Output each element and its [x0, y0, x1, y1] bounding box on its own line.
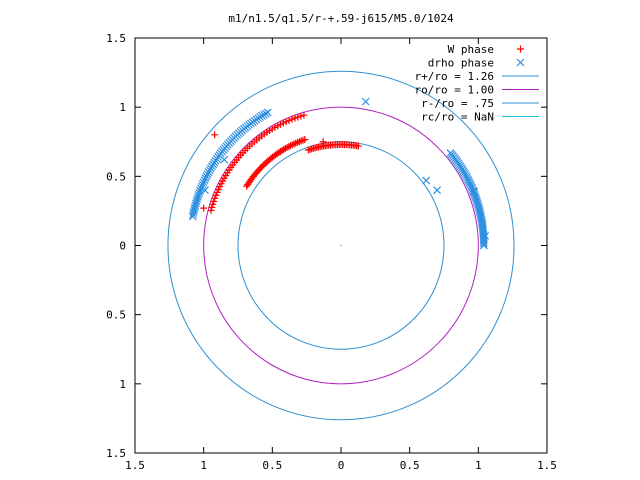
point-1-39	[203, 170, 212, 179]
point-1-41	[201, 174, 210, 183]
y-tick-label-1: 1	[119, 101, 126, 114]
legend-swatch-0	[517, 45, 524, 53]
x-tick-label-3: 0	[338, 459, 345, 472]
point-1-118	[470, 187, 479, 196]
y-tick-label-3: 0	[119, 240, 126, 253]
y-tick-label-5: 1	[119, 378, 126, 391]
point-0-3	[291, 114, 299, 122]
point-1-50	[193, 192, 202, 201]
legend-swatch-1	[516, 58, 525, 67]
point-1-46	[197, 184, 205, 193]
point-1-116	[220, 155, 229, 164]
legend-label-4: r-/ro = .75	[421, 97, 494, 110]
point-0-74	[304, 146, 312, 154]
point-0-40	[211, 194, 219, 202]
point-0-113	[244, 180, 252, 188]
x-tick-label-1: 1	[200, 459, 207, 472]
point-1-58	[189, 210, 198, 219]
reference-circles	[167, 70, 515, 421]
x-tick-label-6: 1.5	[537, 459, 557, 472]
origin-marker	[340, 244, 342, 247]
point-0-1	[297, 112, 305, 120]
point-1-115	[361, 97, 370, 106]
point-1-52	[192, 197, 201, 206]
y-tick-label-0: 1.5	[106, 32, 126, 45]
circle-2	[167, 70, 515, 421]
y-tick-label-2: 0.5	[106, 170, 126, 183]
axis-ticks: 1.5 1 0.5 0 0.5 1 1.51.510.500.511.5	[106, 32, 557, 472]
point-0-38	[213, 188, 221, 196]
series-marks	[188, 97, 490, 250]
point-0-0	[300, 111, 308, 119]
point-0-42	[209, 200, 217, 208]
origin-dot	[340, 244, 342, 247]
point-1-114	[446, 149, 455, 157]
legend-label-0: W phase	[448, 43, 494, 56]
point-1-49	[194, 190, 203, 199]
legend-label-3: ro/ro = 1.00	[415, 84, 494, 97]
point-1-44	[198, 180, 207, 189]
legend-label-2: r+/ro = 1.26	[415, 70, 494, 83]
y-tick-label-6: 1.5	[106, 447, 126, 460]
point-1-42	[200, 176, 209, 185]
point-1-40	[202, 172, 211, 181]
y-tick-label-4: 0.5	[106, 309, 126, 322]
point-0-115	[200, 204, 208, 212]
x-tick-label-5: 1	[475, 459, 482, 472]
point-1-37	[205, 166, 214, 175]
x-tick-label-0: 1.5	[125, 459, 145, 472]
point-1-117	[201, 186, 209, 195]
point-1-119	[478, 219, 487, 228]
legend-label-5: rc/ro = NaN	[421, 111, 494, 124]
point-1-59	[188, 212, 197, 221]
point-1-38	[204, 168, 213, 177]
point-1-121	[433, 186, 442, 195]
point-1-120	[481, 231, 490, 240]
point-0-114	[243, 182, 251, 190]
point-0-2	[294, 113, 302, 121]
point-0-41	[210, 197, 218, 205]
point-1-48	[195, 188, 204, 197]
chart-title: m1/n1.5/q1.5/r-+.59-j615/M5.0/1024	[228, 12, 454, 25]
point-0-117	[319, 138, 327, 146]
point-1-122	[422, 176, 431, 185]
point-1-51	[193, 195, 202, 203]
point-0-44	[207, 206, 215, 214]
point-0-39	[212, 191, 220, 199]
point-1-43	[199, 178, 208, 187]
x-tick-label-2: 0.5	[262, 459, 282, 472]
point-1-53	[191, 199, 200, 208]
circle-3	[203, 106, 479, 385]
legend-label-1: drho phase	[428, 57, 494, 70]
point-0-43	[208, 203, 216, 211]
point-0-116	[211, 131, 219, 139]
x-tick-label-4: 0.5	[400, 459, 420, 472]
